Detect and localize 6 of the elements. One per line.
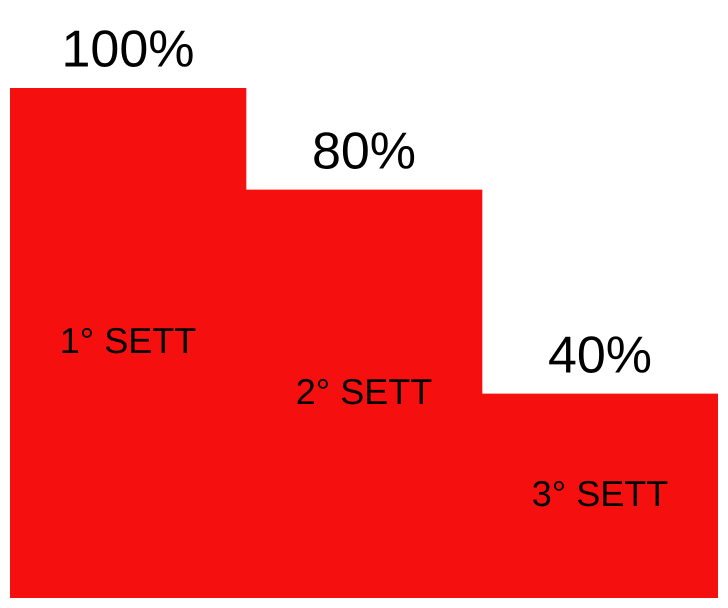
data-label: 40% [548,326,652,384]
x-tick-label: 2° SETT [296,370,432,412]
data-label: 100% [62,20,194,78]
x-tick-label: 3° SETT [532,472,668,514]
data-label: 80% [312,122,416,180]
x-tick-label: 1° SETT [60,320,196,361]
